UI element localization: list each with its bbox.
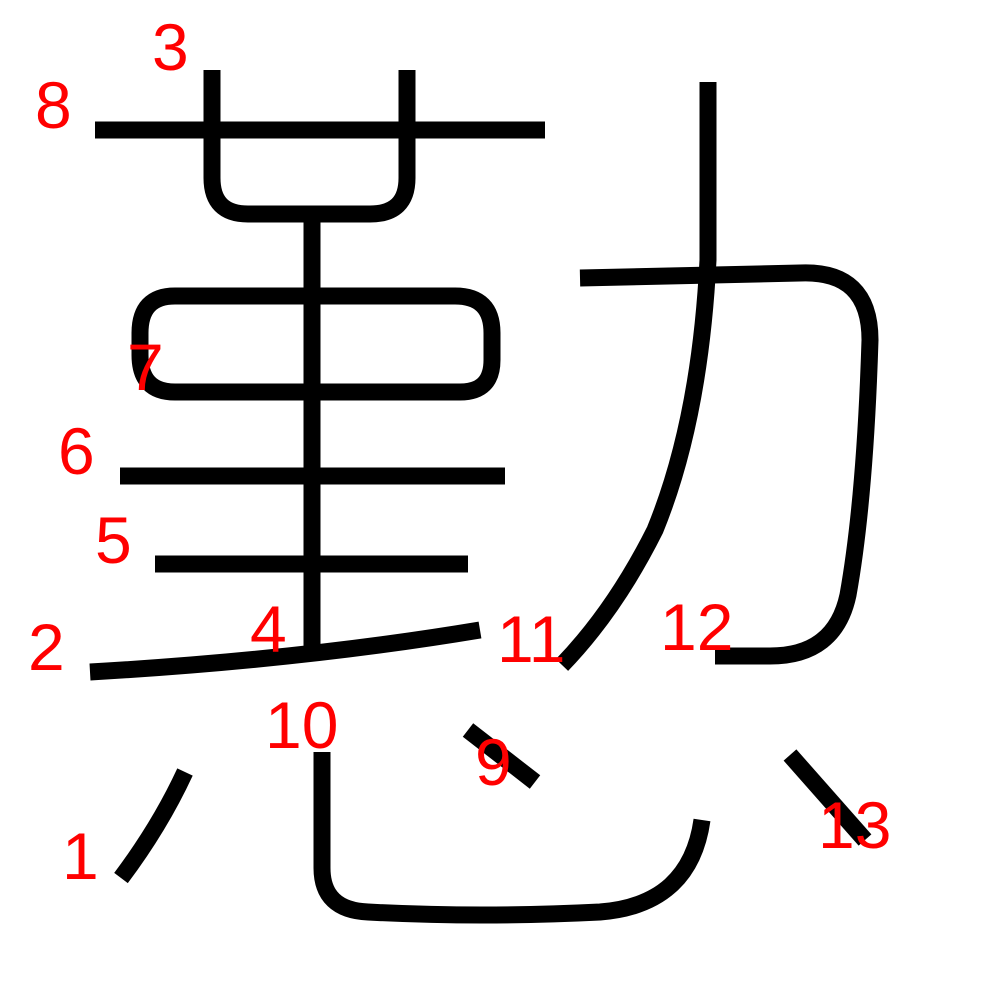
stroke-9-heart-dot	[462, 723, 541, 789]
stroke-number-13: 13	[818, 788, 891, 862]
stroke-12-force-hook	[579, 264, 879, 665]
stroke-number-7: 7	[127, 330, 164, 404]
stroke-13-heart-dot	[783, 749, 872, 846]
stroke-3-grass-radical-frame	[203, 70, 416, 223]
stroke-1-heart-dot	[114, 768, 193, 884]
stroke-number-1: 1	[62, 819, 99, 893]
stroke-number-9: 9	[475, 725, 512, 799]
stroke-number-4: 4	[250, 592, 287, 666]
stroke-number-10: 10	[265, 688, 338, 762]
stroke-2-rising	[89, 621, 482, 681]
stroke-number-5: 5	[95, 503, 132, 577]
stroke-10-heart-hook	[313, 752, 711, 924]
stroke-number-8: 8	[35, 68, 72, 142]
stroke-number-6: 6	[58, 414, 95, 488]
stroke-number-2: 2	[28, 610, 65, 684]
stroke-number-11: 11	[497, 602, 566, 676]
stroke-number-12: 12	[660, 590, 733, 664]
stroke-11-force-sweep	[555, 82, 717, 671]
stroke-number-3: 3	[152, 10, 189, 84]
